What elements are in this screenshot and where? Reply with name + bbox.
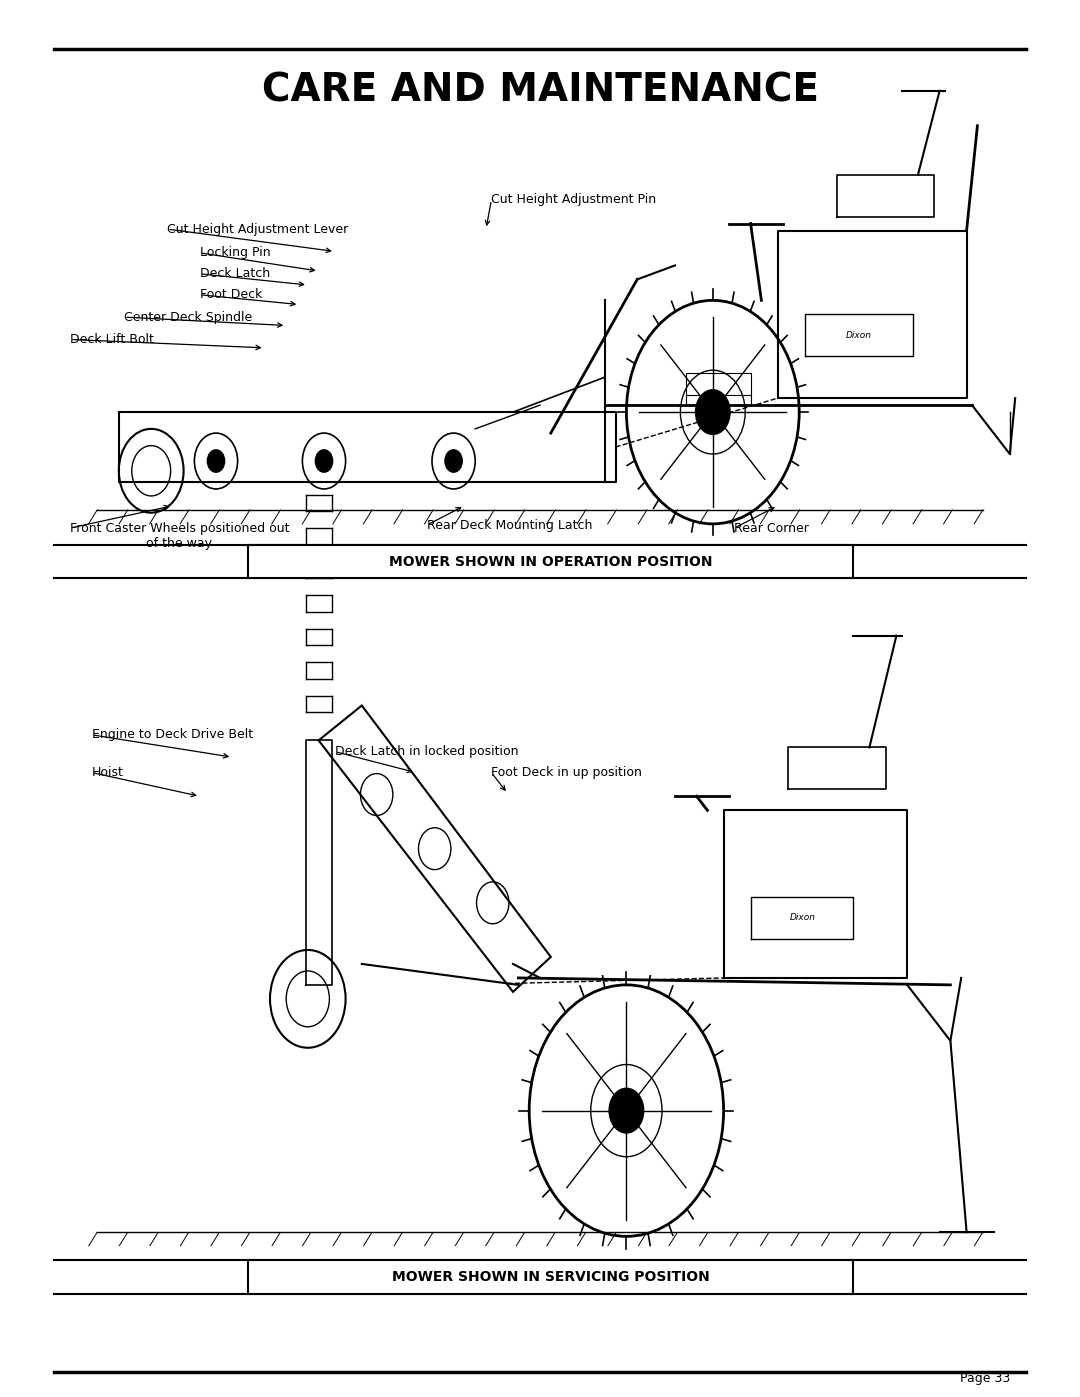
- Text: of the way: of the way: [146, 536, 212, 550]
- Text: MOWER SHOWN IN SERVICING POSITION: MOWER SHOWN IN SERVICING POSITION: [392, 1270, 710, 1284]
- Text: Deck Latch: Deck Latch: [200, 267, 270, 281]
- Text: Engine to Deck Drive Belt: Engine to Deck Drive Belt: [92, 728, 253, 742]
- Text: Locking Pin: Locking Pin: [200, 246, 270, 260]
- Circle shape: [315, 450, 333, 472]
- Text: Foot Deck in up position: Foot Deck in up position: [491, 766, 643, 780]
- Circle shape: [609, 1088, 644, 1133]
- Text: MOWER SHOWN IN OPERATION POSITION: MOWER SHOWN IN OPERATION POSITION: [389, 555, 713, 569]
- Circle shape: [207, 450, 225, 472]
- Text: Cut Height Adjustment Lever: Cut Height Adjustment Lever: [167, 222, 349, 236]
- Text: Cut Height Adjustment Pin: Cut Height Adjustment Pin: [491, 193, 657, 207]
- Bar: [248, 545, 853, 578]
- Text: Page 33: Page 33: [959, 1372, 1010, 1386]
- Text: CARE AND MAINTENANCE: CARE AND MAINTENANCE: [261, 71, 819, 110]
- Text: Deck Latch in locked position: Deck Latch in locked position: [335, 745, 518, 759]
- Text: Front Caster Wheels positioned out: Front Caster Wheels positioned out: [70, 521, 289, 535]
- Text: Foot Deck: Foot Deck: [200, 288, 262, 302]
- Text: Center Deck Spindle: Center Deck Spindle: [124, 310, 253, 324]
- Bar: [248, 1260, 853, 1294]
- Circle shape: [696, 390, 730, 434]
- Text: Deck Lift Bolt: Deck Lift Bolt: [70, 332, 154, 346]
- Text: Dixon: Dixon: [789, 914, 815, 922]
- Text: Dixon: Dixon: [846, 331, 872, 339]
- Text: Rear Corner: Rear Corner: [734, 521, 809, 535]
- Text: Hoist: Hoist: [92, 766, 124, 780]
- Text: Rear Deck Mounting Latch: Rear Deck Mounting Latch: [427, 518, 592, 532]
- Circle shape: [445, 450, 462, 472]
